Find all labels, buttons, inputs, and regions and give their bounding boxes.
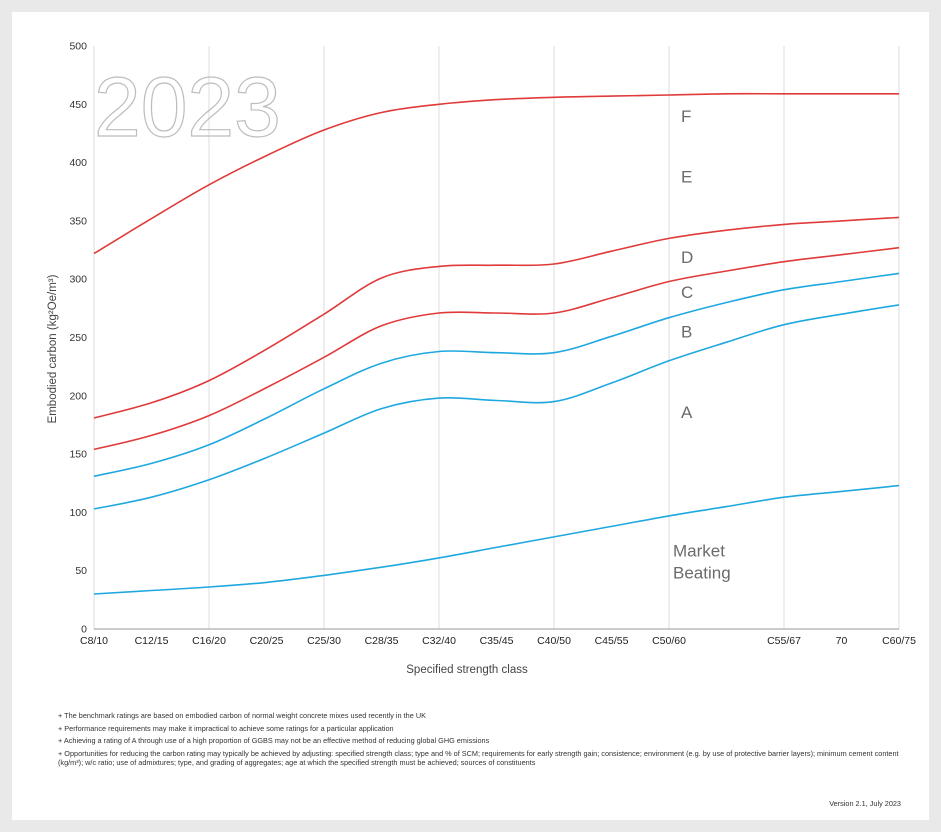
y-tick-label: 450 (69, 99, 87, 111)
y-tick-label: 150 (69, 449, 87, 461)
x-tick-label: C50/60 (652, 635, 686, 647)
x-tick-label: C55/67 (767, 635, 801, 647)
version-label: Version 2.1, July 2023 (829, 799, 901, 808)
x-tick-label: C35/45 (480, 635, 514, 647)
y-tick-label: 300 (69, 274, 87, 286)
x-tick-label: C16/20 (192, 635, 226, 647)
x-tick-label: C8/10 (80, 635, 108, 647)
label-layer: F E DC B A Market Beating (673, 107, 731, 583)
y-tick-label: 50 (75, 565, 87, 577)
band-label-d: D (681, 248, 693, 267)
series-line-6 (93, 484, 900, 595)
y-tick-label: 500 (69, 41, 87, 53)
footnote: + Opportunities for reducing the carbon … (58, 749, 899, 768)
x-tick-label: C60/75 (882, 635, 916, 647)
x-tick-label: C12/15 (135, 635, 169, 647)
series-layer (93, 92, 900, 595)
axis-layer: 0 50 100 150 200 250 300 350 400 450 500 C8/10 C12/1… (69, 41, 916, 648)
market-beating-label: Market Beating (673, 542, 731, 583)
y-tick-label: 250 (69, 332, 87, 344)
y-axis-title: Embodied carbon (kg²Oe/m³) (47, 274, 59, 423)
band-label-c: C (681, 283, 693, 302)
x-tick-label: 70 (836, 635, 848, 647)
x-tick-label: C32/40 (422, 635, 456, 647)
x-tick-label: C25/30 (307, 635, 341, 647)
footnotes: + The benchmark ratings are based on emb… (58, 711, 918, 771)
market-beating-line: Beating (673, 564, 731, 583)
y-tick-label: 350 (69, 215, 87, 227)
band-label-a: A (681, 403, 693, 422)
footnote: + Performance requirements may make it i… (58, 723, 394, 733)
x-tick-label: C20/25 (250, 635, 284, 647)
y-tick-label: 400 (69, 157, 87, 169)
chart-watermark: 2023 (94, 60, 281, 154)
series-line-2 (93, 216, 900, 419)
y-tick-label: 200 (69, 390, 87, 402)
band-label-e: E (681, 168, 692, 187)
grid-layer (93, 46, 900, 629)
chart-svg: 2023 0 50 100 150 200 250 300 350 400 450 500 C8/10… (47, 41, 916, 677)
series-line-4 (93, 272, 900, 478)
series-line-5 (93, 304, 900, 510)
chart-panel: 2023 0 50 100 150 200 250 300 350 400 450 500 C8/10… (12, 12, 929, 820)
series-line-1 (93, 92, 899, 255)
y-tick-label: 0 (81, 624, 87, 636)
x-tick-label: C45/55 (595, 635, 629, 647)
market-beating-line: Market (673, 542, 725, 561)
band-label-f: F (681, 107, 691, 126)
footnote: + Achieving a rating of A through use of… (58, 736, 490, 746)
x-axis-title: Specified strength class (406, 664, 528, 676)
x-tick-label: C40/50 (537, 635, 571, 647)
x-tick-label: C28/35 (365, 635, 399, 647)
footnote: + The benchmark ratings are based on emb… (58, 711, 426, 720)
y-tick-label: 100 (69, 507, 87, 519)
series-line-3 (93, 246, 900, 451)
band-label-b: B (681, 323, 692, 342)
